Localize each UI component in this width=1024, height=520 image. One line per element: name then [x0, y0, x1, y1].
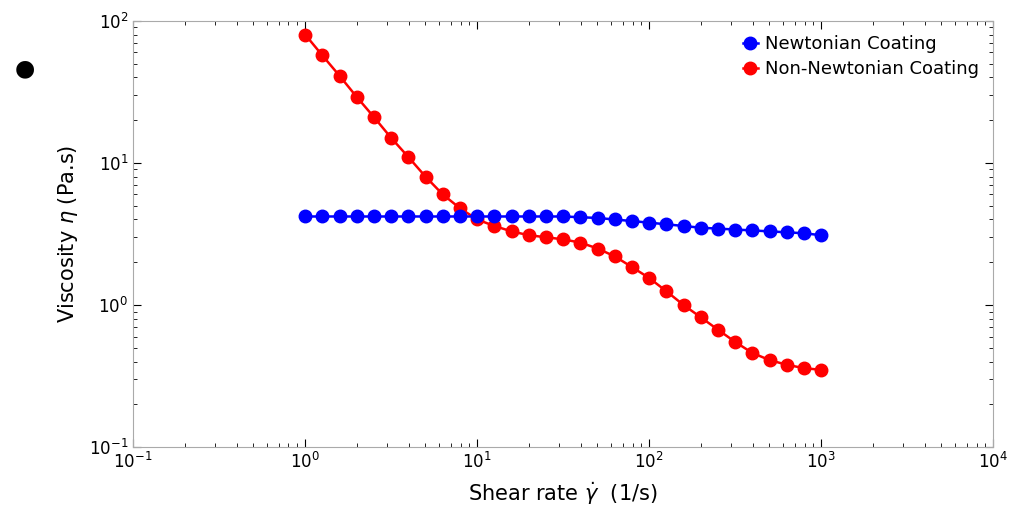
Newtonian Coating — [420, 213, 432, 219]
Non-Newtonian Coating — [746, 350, 759, 356]
Non-Newtonian Coating — [780, 362, 793, 368]
Non-Newtonian Coating — [436, 191, 449, 198]
Newtonian Coating — [334, 213, 346, 219]
Newtonian Coating — [385, 213, 397, 219]
Non-Newtonian Coating — [402, 154, 415, 160]
Newtonian Coating — [694, 225, 707, 231]
Newtonian Coating — [592, 215, 604, 221]
Non-Newtonian Coating — [678, 302, 690, 308]
Newtonian Coating — [540, 213, 552, 219]
Non-Newtonian Coating — [815, 367, 827, 373]
Non-Newtonian Coating — [506, 228, 518, 235]
Non-Newtonian Coating — [385, 135, 397, 141]
Newtonian Coating — [351, 213, 364, 219]
Newtonian Coating — [746, 227, 759, 233]
Newtonian Coating — [557, 213, 569, 219]
Newtonian Coating — [299, 213, 311, 219]
Non-Newtonian Coating — [557, 236, 569, 242]
Non-Newtonian Coating — [420, 174, 432, 180]
Newtonian Coating — [522, 213, 535, 219]
Non-Newtonian Coating — [626, 264, 638, 270]
Text: $\bullet$: $\bullet$ — [5, 42, 35, 100]
Legend: Newtonian Coating, Non-Newtonian Coating: Newtonian Coating, Non-Newtonian Coating — [736, 28, 986, 86]
Newtonian Coating — [764, 228, 776, 235]
Non-Newtonian Coating — [471, 216, 483, 223]
Non-Newtonian Coating — [643, 275, 655, 281]
Newtonian Coating — [712, 226, 724, 232]
Non-Newtonian Coating — [522, 232, 535, 238]
Y-axis label: Viscosity $\eta$ (Pa.s): Viscosity $\eta$ (Pa.s) — [56, 145, 81, 323]
Non-Newtonian Coating — [488, 223, 501, 229]
Newtonian Coating — [436, 213, 449, 219]
Line: Newtonian Coating: Newtonian Coating — [299, 210, 827, 241]
Newtonian Coating — [506, 213, 518, 219]
Non-Newtonian Coating — [660, 288, 673, 294]
Newtonian Coating — [626, 218, 638, 224]
Non-Newtonian Coating — [574, 240, 587, 246]
Non-Newtonian Coating — [454, 205, 466, 211]
Newtonian Coating — [574, 214, 587, 220]
Non-Newtonian Coating — [798, 365, 810, 371]
Non-Newtonian Coating — [351, 94, 364, 100]
Newtonian Coating — [368, 213, 380, 219]
Non-Newtonian Coating — [299, 31, 311, 37]
Newtonian Coating — [798, 230, 810, 237]
Newtonian Coating — [643, 219, 655, 226]
X-axis label: Shear rate $\dot{\gamma}$  (1/s): Shear rate $\dot{\gamma}$ (1/s) — [468, 480, 658, 507]
Newtonian Coating — [678, 223, 690, 229]
Non-Newtonian Coating — [729, 339, 741, 345]
Non-Newtonian Coating — [712, 327, 724, 333]
Non-Newtonian Coating — [368, 114, 380, 120]
Non-Newtonian Coating — [334, 73, 346, 79]
Non-Newtonian Coating — [694, 314, 707, 320]
Non-Newtonian Coating — [592, 245, 604, 252]
Line: Non-Newtonian Coating: Non-Newtonian Coating — [299, 28, 827, 376]
Non-Newtonian Coating — [540, 234, 552, 240]
Newtonian Coating — [488, 213, 501, 219]
Non-Newtonian Coating — [316, 53, 329, 59]
Newtonian Coating — [660, 221, 673, 227]
Newtonian Coating — [316, 213, 329, 219]
Newtonian Coating — [815, 232, 827, 238]
Newtonian Coating — [729, 226, 741, 232]
Newtonian Coating — [454, 213, 466, 219]
Newtonian Coating — [608, 216, 621, 223]
Newtonian Coating — [402, 213, 415, 219]
Non-Newtonian Coating — [764, 357, 776, 363]
Newtonian Coating — [780, 229, 793, 236]
Non-Newtonian Coating — [608, 253, 621, 259]
Newtonian Coating — [471, 213, 483, 219]
